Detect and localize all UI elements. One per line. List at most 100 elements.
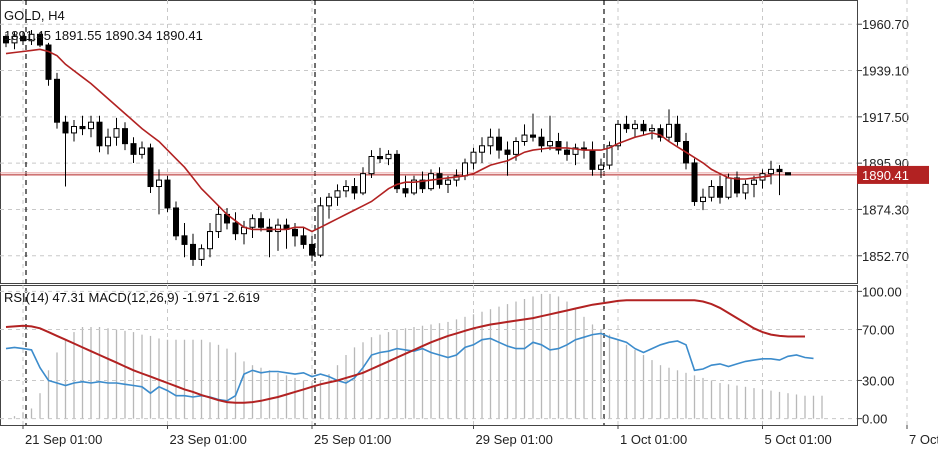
candle-body xyxy=(708,186,715,198)
candle-body xyxy=(164,179,171,209)
candle-body xyxy=(71,125,77,134)
candle-body xyxy=(632,123,638,130)
indicator-axis-label: 70.00 xyxy=(862,323,895,338)
candle-body xyxy=(385,153,392,160)
candle-body xyxy=(615,123,621,147)
candle-body xyxy=(496,136,502,151)
candle-body xyxy=(88,121,94,130)
candle-body xyxy=(640,123,647,132)
candle-body xyxy=(564,149,570,155)
candle-body xyxy=(419,179,426,190)
candle-body xyxy=(275,224,281,233)
candle-body xyxy=(45,44,52,80)
time-axis-label: 7 Oct 01:00 xyxy=(909,432,938,447)
candle-body xyxy=(598,164,604,170)
candle-body xyxy=(785,172,791,176)
indicator-readout: RSI(14) 47.31 MACD(12,26,9) -1.971 -2.61… xyxy=(4,290,260,305)
candle-body xyxy=(768,168,774,175)
indicator-axis-label: 0.00 xyxy=(862,412,887,427)
candle-body xyxy=(666,123,672,138)
current-price-label: 1890.41 xyxy=(862,168,909,183)
indicator-panel-frame xyxy=(0,285,858,426)
candle-body xyxy=(547,141,553,147)
candle-body xyxy=(37,33,43,46)
price-axis-label: 1939.10 xyxy=(862,64,909,79)
candle-body xyxy=(215,213,222,233)
candle-body xyxy=(470,151,477,164)
current-price-tag xyxy=(857,165,929,184)
candle-body xyxy=(742,183,749,194)
ohlc-readout: 1891.45 1891.55 1890.34 1890.41 xyxy=(4,28,203,43)
candle-body xyxy=(649,128,655,132)
candle-body xyxy=(258,218,264,228)
candle-body xyxy=(96,121,103,147)
candle-body xyxy=(54,78,60,123)
candle-body xyxy=(62,121,69,134)
time-axis-label: 29 Sep 01:00 xyxy=(476,432,553,447)
price-axis-label: 1960.70 xyxy=(862,17,909,32)
candle-body xyxy=(11,35,18,44)
candle-body xyxy=(181,235,188,245)
candle-body xyxy=(130,143,137,155)
moving-average-line xyxy=(5,48,772,233)
candle-body xyxy=(351,186,358,194)
symbol-title: GOLD, H4 xyxy=(4,8,65,23)
candle-body xyxy=(173,207,179,237)
time-axis-label: 5 Oct 01:00 xyxy=(765,432,832,447)
candle-body xyxy=(3,35,9,44)
candle-body xyxy=(751,179,757,185)
candle-body xyxy=(207,231,213,250)
time-axis-label: 1 Oct 01:00 xyxy=(620,432,687,447)
candle-body xyxy=(28,33,35,42)
candle-body xyxy=(249,218,256,228)
candle-body xyxy=(428,173,434,190)
candle-body xyxy=(479,145,485,153)
candle-body xyxy=(411,179,417,194)
candle-body xyxy=(300,235,307,245)
macd-line xyxy=(5,299,805,404)
candle-body xyxy=(343,186,349,192)
time-axis-label: 21 Sep 01:00 xyxy=(25,432,102,447)
indicator-axis-label: 100.00 xyxy=(862,284,902,299)
candle-body xyxy=(20,35,26,42)
candle-body xyxy=(734,177,740,194)
candle-body xyxy=(79,125,86,130)
candle-body xyxy=(445,179,451,185)
candle-body xyxy=(521,134,528,142)
candle-body xyxy=(292,228,298,237)
candle-body xyxy=(555,141,562,151)
candle-body xyxy=(674,123,681,143)
candle-body xyxy=(462,162,468,177)
candle-body xyxy=(105,136,111,147)
candle-body xyxy=(122,128,128,145)
candle-body xyxy=(606,145,613,166)
price-axis-label: 1917.50 xyxy=(862,110,909,125)
candle-body xyxy=(691,162,698,203)
candle-body xyxy=(725,177,732,198)
candle-body xyxy=(139,147,145,155)
candle-body xyxy=(623,123,630,130)
candle-body xyxy=(317,205,324,256)
candle-body xyxy=(368,156,375,175)
candle-body xyxy=(232,222,239,235)
time-axis-label: 25 Sep 01:00 xyxy=(314,432,391,447)
candle-body xyxy=(190,243,196,260)
candle-body xyxy=(776,168,783,173)
candle-body xyxy=(700,196,706,203)
candle-body xyxy=(572,147,579,155)
candle-body xyxy=(156,179,162,188)
price-axis-label: 1874.30 xyxy=(862,202,909,217)
candle-body xyxy=(589,149,596,170)
time-axis-label: 23 Sep 01:00 xyxy=(170,432,247,447)
candle-body xyxy=(326,196,332,207)
candle-body xyxy=(657,128,664,138)
candle-body xyxy=(717,186,723,198)
candle-body xyxy=(402,188,409,194)
candle-body xyxy=(113,128,120,138)
rsi-line xyxy=(5,332,814,402)
candle-body xyxy=(198,248,205,260)
candle-body xyxy=(309,243,315,256)
candle-body xyxy=(334,190,341,198)
